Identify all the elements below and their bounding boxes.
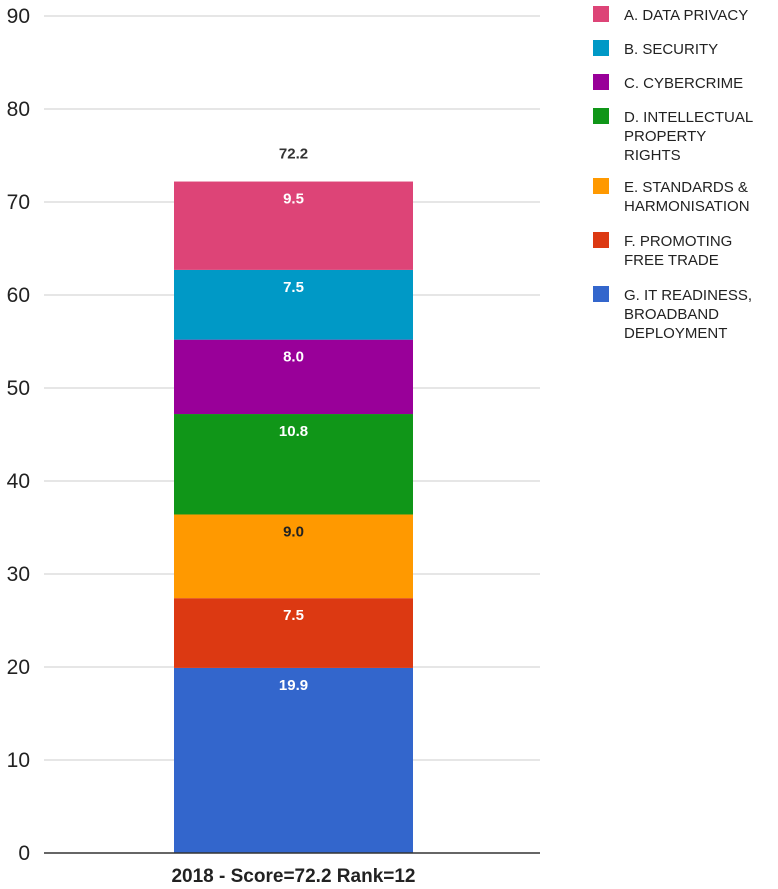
y-tick-label: 0 xyxy=(18,842,30,865)
data-labels: 19.9 7.5 9.0 10.8 8.0 7.5 9.5 72.2 xyxy=(279,146,308,694)
y-tick-label: 30 xyxy=(7,563,30,586)
y-tick-label: 90 xyxy=(7,5,30,28)
legend-item: F. PROMOTING FREE TRADE xyxy=(593,232,732,269)
bar-segment xyxy=(174,667,413,853)
legend-item: C. CYBERCRIME xyxy=(593,74,743,92)
legend-swatch xyxy=(593,74,609,90)
legend-swatch xyxy=(593,108,609,124)
y-tick-label: 10 xyxy=(7,749,30,772)
legend-item: G. IT READINESS, BROADBAND DEPLOYMENT xyxy=(593,286,752,342)
y-tick-label: 40 xyxy=(7,470,30,493)
x-category-label: 2018 - Score=72.2 Rank=12 xyxy=(171,866,415,887)
legend-label: PROPERTY xyxy=(624,128,706,145)
legend-label: B. SECURITY xyxy=(624,41,718,58)
legend-item: D. INTELLECTUAL PROPERTY RIGHTS xyxy=(593,108,753,164)
legend-label: RIGHTS xyxy=(624,147,681,164)
total-label: 72.2 xyxy=(279,146,308,163)
legend-item: A. DATA PRIVACY xyxy=(593,6,748,24)
data-label: 9.5 xyxy=(283,191,304,208)
data-label: 7.5 xyxy=(283,279,304,296)
bar-stack xyxy=(174,181,413,853)
x-axis: 2018 - Score=72.2 Rank=12 xyxy=(44,852,540,887)
data-label: 9.0 xyxy=(283,523,304,540)
legend-label: F. PROMOTING xyxy=(624,233,732,250)
data-label: 7.5 xyxy=(283,607,304,624)
data-label: 10.8 xyxy=(279,423,308,440)
legend-label: C. CYBERCRIME xyxy=(624,75,743,92)
y-tick-label: 50 xyxy=(7,377,30,400)
bar-segment xyxy=(174,269,413,340)
legend-label: E. STANDARDS & xyxy=(624,179,748,196)
legend-label: DEPLOYMENT xyxy=(624,325,727,342)
data-label: 8.0 xyxy=(283,349,304,366)
y-tick-label: 60 xyxy=(7,284,30,307)
y-tick-label: 80 xyxy=(7,98,30,121)
bar-segment xyxy=(174,339,413,415)
data-label: 19.9 xyxy=(279,677,308,694)
y-tick-label: 20 xyxy=(7,656,30,679)
legend-label: D. INTELLECTUAL xyxy=(624,109,753,126)
legend-label: HARMONISATION xyxy=(624,198,750,215)
bar-segment xyxy=(174,514,413,599)
legend-swatch xyxy=(593,6,609,22)
legend-swatch xyxy=(593,178,609,194)
y-axis: 0 10 20 30 40 50 60 70 80 90 xyxy=(7,5,30,865)
bar-segment xyxy=(174,414,413,515)
legend-swatch xyxy=(593,232,609,248)
legend-label: FREE TRADE xyxy=(624,252,719,269)
legend-label: BROADBAND xyxy=(624,306,719,323)
bar-segment xyxy=(174,598,413,668)
legend-label: A. DATA PRIVACY xyxy=(624,7,748,24)
legend-swatch xyxy=(593,286,609,302)
legend: A. DATA PRIVACY B. SECURITY C. CYBERCRIME D… xyxy=(593,6,753,342)
bar-segment xyxy=(174,181,413,270)
legend-label: G. IT READINESS, xyxy=(624,287,752,304)
y-tick-label: 70 xyxy=(7,191,30,214)
legend-swatch xyxy=(593,40,609,56)
legend-item: E. STANDARDS & HARMONISATION xyxy=(593,178,750,215)
legend-item: B. SECURITY xyxy=(593,40,718,58)
